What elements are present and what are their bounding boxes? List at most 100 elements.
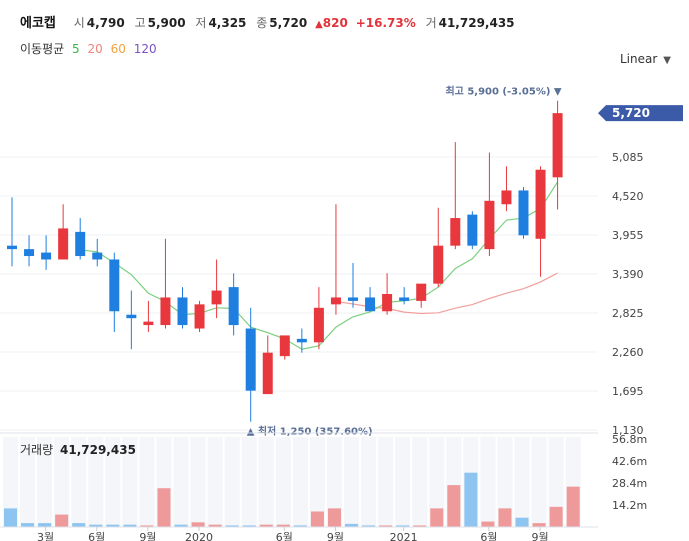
stock-header: 에코캡 시 4,790 고 5,900 저 4,325 종 5,720 ▲820 +16… <box>0 0 689 80</box>
volume-bar <box>242 525 256 527</box>
volume-tick-label: 42.6m <box>612 455 647 468</box>
price-tick-label: 3,390 <box>612 268 644 281</box>
scale-label: Linear <box>620 52 658 66</box>
candle-body <box>92 252 103 260</box>
volume-bar <box>106 524 120 527</box>
volume-bar <box>362 525 376 527</box>
volume-bar <box>38 523 52 527</box>
candle-body <box>484 200 495 250</box>
candle-body <box>109 259 120 312</box>
candle-body <box>433 245 444 284</box>
close-value: 5,720 <box>269 16 308 30</box>
candle-body <box>330 297 341 305</box>
x-tick-label: 6월 <box>276 531 293 541</box>
ma-120-label[interactable]: 120 <box>133 42 157 56</box>
candle-body <box>279 335 290 357</box>
price-tick-label: 4,520 <box>612 190 644 203</box>
volume-bar <box>464 472 478 527</box>
candle-body <box>399 297 410 301</box>
volume-bar <box>413 525 427 527</box>
up-arrow-icon: ▲ <box>315 19 323 30</box>
candle-body <box>296 338 307 343</box>
low-annotation: ▲ 최저 1,250 (357.60%) <box>247 425 373 438</box>
volume-title: 거래량 <box>20 443 53 457</box>
x-tick-label: 6월 <box>480 531 497 541</box>
volume-column-bg <box>361 437 377 527</box>
volume-bar <box>498 508 512 527</box>
volume-bar <box>123 524 137 527</box>
volume-bar <box>55 514 69 527</box>
x-tick-label: 9월 <box>531 531 548 541</box>
candle-body <box>313 307 324 343</box>
candle-body <box>160 297 171 326</box>
x-tick-label: 2020 <box>185 531 213 541</box>
x-tick-label: 6월 <box>88 531 105 541</box>
volume-column-bg <box>88 437 104 527</box>
high-value: 5,900 <box>147 16 186 30</box>
price-tick-label: 1,695 <box>612 385 644 398</box>
low-label: 저 <box>195 16 207 30</box>
volume-bar <box>379 525 393 527</box>
candle-body <box>143 321 154 326</box>
volume-tick-label: 28.4m <box>612 477 647 490</box>
ma-20-label[interactable]: 20 <box>87 42 103 56</box>
volume-bar <box>72 523 86 527</box>
candle-body <box>211 290 222 305</box>
candle-body <box>41 252 52 260</box>
candle-body <box>228 287 239 326</box>
candle-body <box>552 113 563 178</box>
volume-value: 41,729,435 <box>438 16 515 30</box>
volume-column-bg <box>190 437 206 527</box>
volume-bar <box>447 485 461 527</box>
candle-body <box>518 190 529 236</box>
candle-body <box>194 304 205 329</box>
volume-bar <box>566 486 580 527</box>
volume-bar <box>293 525 307 527</box>
volume-column-bg <box>429 437 445 527</box>
volume-column-bg <box>497 437 513 527</box>
candle-body <box>262 352 273 395</box>
candle-body <box>365 297 376 312</box>
x-tick-label: 2021 <box>390 531 418 541</box>
volume-column-bg <box>412 437 428 527</box>
volume-bar <box>140 525 154 527</box>
open-label: 시 <box>73 16 85 30</box>
volume-column-bg <box>531 437 547 527</box>
volume-column-bg <box>292 437 308 527</box>
volume-bar <box>310 511 324 527</box>
ma-60-label[interactable]: 60 <box>110 42 126 56</box>
volume-column-bg <box>309 437 325 527</box>
volume-column-bg <box>54 437 70 527</box>
candle-body <box>75 231 86 257</box>
volume-bar <box>208 524 222 527</box>
volume-column-bg <box>173 437 189 527</box>
volume-column-bg <box>71 437 87 527</box>
current-price-badge <box>598 105 683 122</box>
volume-column-bg <box>514 437 530 527</box>
volume-label: 거 <box>425 16 437 30</box>
volume-column-bg <box>326 437 342 527</box>
open-value: 4,790 <box>86 16 125 30</box>
candle-body <box>58 228 69 260</box>
price-tick-label: 3,955 <box>612 229 644 242</box>
price-tick-label: 2,260 <box>612 346 644 359</box>
volume-column-bg <box>378 437 394 527</box>
volume-bar <box>327 508 341 527</box>
volume-title-value: 41,729,435 <box>60 443 136 457</box>
moving-average-title: 이동평균 <box>20 42 65 56</box>
price-tick-label: 2,825 <box>612 307 644 320</box>
volume-column-bg <box>3 437 19 527</box>
volume-column-bg <box>207 437 223 527</box>
candle-body <box>24 249 35 257</box>
volume-column-bg <box>344 437 360 527</box>
ma-5-label[interactable]: 5 <box>72 42 80 56</box>
volume-column-bg <box>258 437 274 527</box>
volume-bar <box>549 506 563 527</box>
volume-bar <box>532 523 546 527</box>
candle-body <box>177 297 188 326</box>
volume-column-bg <box>548 437 564 527</box>
scale-select[interactable]: Linear ▼ <box>620 52 671 66</box>
volume-bar <box>276 524 290 527</box>
volume-column-bg <box>224 437 240 527</box>
